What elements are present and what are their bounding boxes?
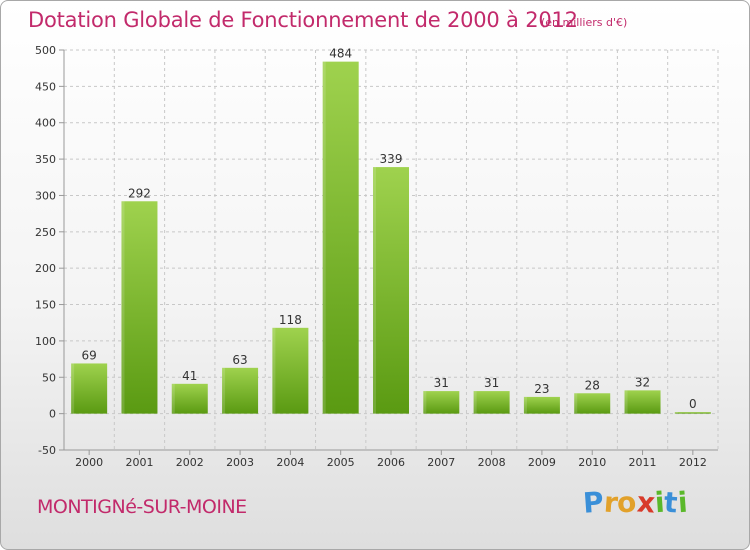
y-tick-label: 50 [42, 371, 56, 384]
x-tick-label: 2012 [679, 456, 707, 469]
x-tick-label: 2003 [226, 456, 254, 469]
logo-letter: P [581, 485, 605, 520]
bar-highlight [222, 367, 226, 414]
x-tick-label: 2005 [327, 456, 355, 469]
y-tick-label: 400 [35, 117, 56, 130]
bar-value-label: 69 [82, 348, 97, 362]
bar [674, 412, 711, 414]
x-tick-label: 2008 [478, 456, 506, 469]
y-tick-label: 300 [35, 189, 56, 202]
y-tick-label: 200 [35, 262, 56, 275]
bar-highlight [121, 201, 125, 414]
bar-value-label: 63 [232, 353, 247, 367]
bar-highlight [523, 396, 527, 414]
x-tick-label: 2009 [528, 456, 556, 469]
bar-highlight [674, 412, 678, 414]
bar-value-label: 23 [534, 382, 549, 396]
y-tick-label: 500 [35, 44, 56, 57]
bar-value-label: 31 [434, 376, 449, 390]
x-tick-label: 2010 [578, 456, 606, 469]
bar-value-label: 41 [182, 369, 197, 383]
bar-highlight [322, 61, 326, 414]
bar-highlight [272, 327, 276, 414]
x-tick-label: 2000 [75, 456, 103, 469]
chart-title: Dotation Globale de Fonctionnement de 20… [28, 8, 578, 32]
bar-value-label: 0 [689, 397, 697, 411]
bar [171, 383, 208, 414]
bar-value-label: 28 [585, 378, 600, 392]
bar [624, 390, 661, 414]
bar-value-label: 32 [635, 375, 650, 389]
logo-letter: o [616, 485, 638, 520]
commune-name: MONTIGNé-SUR-MOINE [37, 496, 247, 518]
y-tick-label: 350 [35, 153, 56, 166]
bar [272, 327, 309, 414]
bar-highlight [624, 390, 628, 414]
x-tick-label: 2001 [125, 456, 153, 469]
bar-value-label: 484 [329, 47, 352, 61]
bar [373, 167, 409, 414]
bar [574, 393, 611, 414]
y-tick-label: -50 [38, 444, 56, 457]
x-tick-label: 2007 [427, 456, 455, 469]
x-tick-label: 2002 [176, 456, 204, 469]
y-tick-label: 450 [35, 80, 56, 93]
bar-highlight [373, 167, 376, 414]
logo-letter: i [676, 485, 689, 520]
axes: -50 0 50 100 150 200 250 300 350 400 450 500 2000 200… [35, 44, 718, 469]
x-tick-label: 2004 [276, 456, 304, 469]
bar-value-label: 118 [279, 313, 302, 327]
bar [222, 367, 259, 414]
bar [523, 396, 560, 414]
x-tick-label: 2011 [629, 456, 657, 469]
x-tick-label: 2006 [377, 456, 405, 469]
bar-highlight [423, 391, 427, 414]
bar-highlight [574, 393, 578, 414]
data-labels: 69 292 41 63 118 484 339 31 31 23 28 32 0 [82, 47, 697, 411]
chart-subtitle: (en milliers d'€) [541, 16, 628, 29]
bar-highlight [171, 383, 175, 414]
y-tick-label: 150 [35, 299, 56, 312]
y-tick-label: 0 [49, 408, 56, 421]
bar-value-label: 292 [128, 186, 151, 200]
bar [322, 61, 359, 414]
bar-highlight [473, 391, 477, 414]
bar [71, 363, 108, 414]
bar [121, 201, 158, 414]
bar-value-label: 339 [380, 152, 403, 166]
logo-letter: x [635, 485, 656, 520]
y-tick-label: 100 [35, 335, 56, 348]
y-tick-label: 250 [35, 226, 56, 239]
bar-highlight [71, 363, 75, 414]
bar-value-label: 31 [484, 376, 499, 390]
bar [423, 391, 460, 414]
bar [473, 391, 510, 414]
proxiti-logo[interactable]: Proxiti [581, 485, 689, 520]
bars [71, 61, 711, 414]
